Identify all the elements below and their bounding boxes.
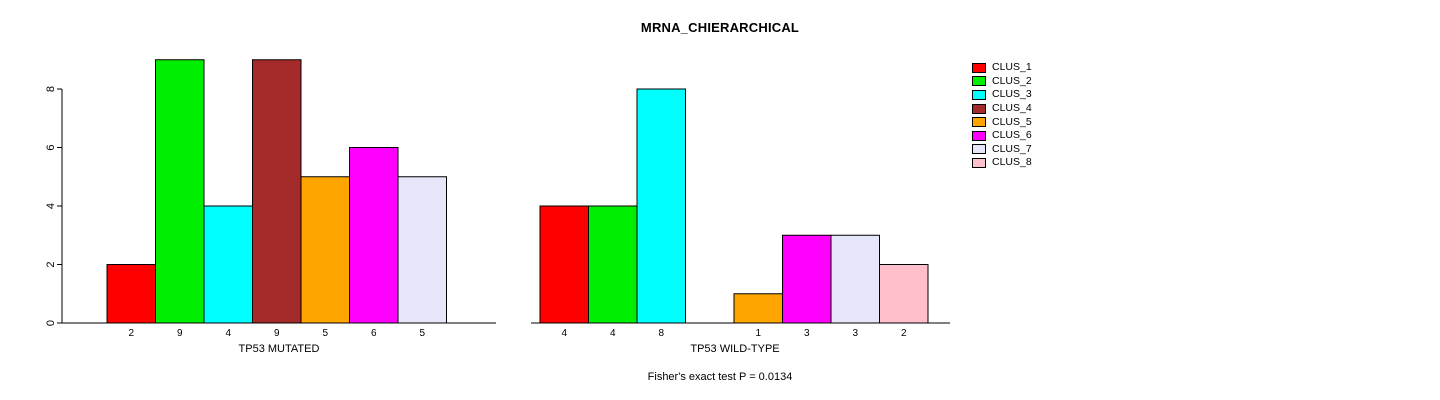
legend-item: CLUS_8 <box>972 156 1032 170</box>
legend-item: CLUS_5 <box>972 115 1032 129</box>
legend-item-label: CLUS_2 <box>992 74 1032 87</box>
bar-value-label: 2 <box>128 328 134 339</box>
bar <box>588 205 638 324</box>
legend-item-label: CLUS_4 <box>992 102 1032 115</box>
legend-item-label: CLUS_5 <box>992 115 1032 128</box>
bar <box>349 147 399 324</box>
legend-color-swatch <box>972 76 986 87</box>
bar <box>879 264 929 324</box>
bar <box>252 59 302 324</box>
bar <box>733 293 783 324</box>
y-axis-tick-label: 4 <box>45 203 57 209</box>
bar-value-label: 2 <box>901 328 907 339</box>
legend-color-swatch <box>972 103 986 114</box>
y-axis-tick-label: 6 <box>45 144 57 150</box>
legend-item: CLUS_1 <box>972 61 1032 75</box>
y-axis-tick-label: 0 <box>45 320 57 326</box>
group-label-tp53-wild-type: TP53 WILD-TYPE <box>690 343 780 355</box>
legend-item-label: CLUS_3 <box>992 88 1032 101</box>
legend-item-label: CLUS_8 <box>992 156 1032 169</box>
bar <box>203 205 253 324</box>
bar-value-label: 8 <box>658 328 664 339</box>
chart-legend: CLUS_1 CLUS_2 CLUS_3 CLUS_4 CLUS_5 CLUS_6 CLUS… <box>972 61 1032 170</box>
legend-color-swatch <box>972 144 986 155</box>
legend-color-swatch <box>972 157 986 168</box>
y-axis-tick-label: 8 <box>45 86 57 92</box>
bar-value-label: 9 <box>274 328 280 339</box>
bar-value-label: 1 <box>755 328 761 339</box>
bar <box>397 176 447 324</box>
fisher-test-footnote: Fisher's exact test P = 0.0134 <box>647 371 793 383</box>
bar <box>636 88 686 324</box>
bar <box>155 59 205 324</box>
legend-item: CLUS_3 <box>972 88 1032 102</box>
legend-color-swatch <box>972 117 986 128</box>
legend-item: CLUS_7 <box>972 143 1032 157</box>
bar-value-label: 3 <box>804 328 810 339</box>
legend-item-label: CLUS_6 <box>992 129 1032 142</box>
bar-value-label: 5 <box>419 328 425 339</box>
bar <box>106 264 156 324</box>
legend-item-label: CLUS_1 <box>992 61 1032 74</box>
bar-value-label: 4 <box>225 328 231 339</box>
y-axis-tick-label: 2 <box>45 261 57 267</box>
bar <box>830 234 880 324</box>
legend-item: CLUS_2 <box>972 75 1032 89</box>
bar-value-label: 4 <box>610 328 616 339</box>
legend-item: CLUS_4 <box>972 102 1032 116</box>
bar <box>539 205 589 324</box>
legend-color-swatch <box>972 130 986 141</box>
legend-item: CLUS_6 <box>972 129 1032 143</box>
group-label-tp53-mutated: TP53 MUTATED <box>238 343 320 355</box>
bar-value-label: 5 <box>322 328 328 339</box>
legend-color-swatch <box>972 89 986 100</box>
bar <box>782 234 832 324</box>
legend-item-label: CLUS_7 <box>992 142 1032 155</box>
chart-title: MRNA_CHIERARCHICAL <box>640 20 800 35</box>
bar-value-label: 3 <box>852 328 858 339</box>
legend-color-swatch <box>972 62 986 73</box>
bar-value-label: 9 <box>177 328 183 339</box>
bar-value-label: 6 <box>371 328 377 339</box>
bar <box>300 176 350 324</box>
bar-value-label: 4 <box>561 328 567 339</box>
